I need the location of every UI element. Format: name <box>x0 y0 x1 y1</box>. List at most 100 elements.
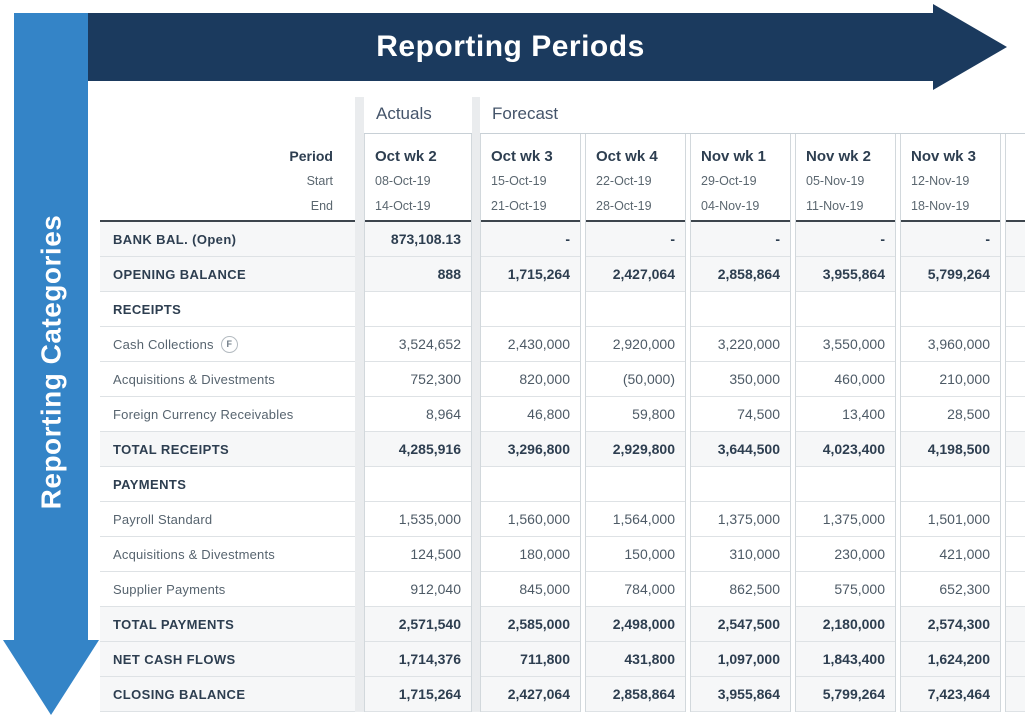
table-cell: 3,955,864 <box>691 677 790 712</box>
week-column: Nov wk 2 05-Nov-19 11-Nov-19 - 3,955,864 3,55… <box>795 134 896 712</box>
row-label: TOTAL RECEIPTS <box>113 441 230 457</box>
table-cell: 5,799,264 <box>901 257 1000 292</box>
table-cell: 2,571,540 <box>365 607 471 642</box>
reporting-periods-label: Reporting Periods <box>376 30 645 63</box>
table-cell: - <box>691 222 790 257</box>
cell-value: 2,858,864 <box>612 686 675 702</box>
cell-value: (50,000) <box>622 371 675 387</box>
table-cell: 652,300 <box>901 572 1000 607</box>
table-cell: 2,427,064 <box>586 257 685 292</box>
table-cell <box>1006 572 1025 607</box>
table-row: BANK BAL. (Open) <box>100 222 355 257</box>
table-cell <box>1006 362 1025 397</box>
cell-value: 2,571,540 <box>398 616 461 632</box>
week-start-date: 05-Nov-19 <box>806 174 865 188</box>
row-label: PAYMENTS <box>113 476 187 492</box>
table-cell <box>1006 222 1025 257</box>
cell-value: 230,000 <box>834 546 885 562</box>
cell-value: 575,000 <box>834 581 885 597</box>
week-name: Nov wk 2 <box>806 148 872 165</box>
table-cell: 3,524,652 <box>365 327 471 362</box>
week-header: Oct wk 2 08-Oct-19 14-Oct-19 <box>365 134 471 220</box>
cell-value: - <box>565 231 570 247</box>
table-row: TOTAL RECEIPTS <box>100 432 355 467</box>
week-start-date: 08-Oct-19 <box>375 174 431 188</box>
forecast-flag-badge: F <box>220 335 238 353</box>
table-cell <box>481 292 580 327</box>
cell-value: 2,929,800 <box>612 441 675 457</box>
cell-value: 1,535,000 <box>398 511 461 527</box>
cell-value: 3,960,000 <box>927 336 990 352</box>
table-row: Acquisitions & Divestments <box>100 537 355 572</box>
cell-value: - <box>775 231 780 247</box>
cell-value: 820,000 <box>519 371 570 387</box>
end-label: End <box>310 199 333 213</box>
period-corner: Period Start End <box>100 97 355 220</box>
table-cell <box>586 467 685 502</box>
cell-value: 652,300 <box>939 581 990 597</box>
table-cell <box>1006 292 1025 327</box>
cell-value: 1,375,000 <box>717 511 780 527</box>
table-cell: 3,550,000 <box>796 327 895 362</box>
row-label: Cash Collections <box>113 336 214 352</box>
cell-value: 3,296,800 <box>507 441 570 457</box>
table-cell: 3,960,000 <box>901 327 1000 362</box>
table-cell: 3,644,500 <box>691 432 790 467</box>
table-cell <box>1006 257 1025 292</box>
cell-value: 784,000 <box>624 581 675 597</box>
cell-value: 845,000 <box>519 581 570 597</box>
cell-value: 1,097,000 <box>717 651 780 667</box>
cell-value: 46,800 <box>527 406 570 422</box>
table-cell <box>1006 327 1025 362</box>
table-row: Foreign Currency Receivables <box>100 397 355 432</box>
table-cell: 784,000 <box>586 572 685 607</box>
table-cell: 1,715,264 <box>481 257 580 292</box>
table-cell: 2,498,000 <box>586 607 685 642</box>
table-cell: 59,800 <box>586 397 685 432</box>
table-cell: 873,108.13 <box>365 222 471 257</box>
table-cell: 150,000 <box>586 537 685 572</box>
table-cell: 912,040 <box>365 572 471 607</box>
cell-value: 1,843,400 <box>822 651 885 667</box>
table-cell: - <box>586 222 685 257</box>
week-start-date: 12-Nov-19 <box>911 174 970 188</box>
row-label: NET CASH FLOWS <box>113 651 236 667</box>
table-cell <box>365 467 471 502</box>
cell-value: 3,220,000 <box>717 336 780 352</box>
week-name: Oct wk 4 <box>596 148 658 165</box>
cell-value: 2,180,000 <box>822 616 885 632</box>
week-end-date: 21-Oct-19 <box>491 199 547 213</box>
week-end-date: 11-Nov-19 <box>806 199 864 213</box>
week-start-date: 29-Oct-19 <box>701 174 757 188</box>
cell-value: - <box>985 231 990 247</box>
table-cell: 1,375,000 <box>691 502 790 537</box>
table-row: TOTAL PAYMENTS <box>100 607 355 642</box>
week-name: Nov wk 3 <box>911 148 977 165</box>
table-cell: 2,920,000 <box>586 327 685 362</box>
table-cell: 845,000 <box>481 572 580 607</box>
actuals-group-header: Actuals <box>364 97 472 134</box>
table-cell: 4,198,500 <box>901 432 1000 467</box>
week-header <box>1006 134 1025 220</box>
table-row: RECEIPTS <box>100 292 355 327</box>
week-cells: - 1,715,264 2,430,000 820,000 46,800 3,296,80… <box>481 220 580 712</box>
cell-value: 1,715,264 <box>507 266 570 282</box>
week-cells: - 2,858,864 3,220,000 350,000 74,500 3,644,50… <box>691 220 790 712</box>
cell-value: 2,430,000 <box>507 336 570 352</box>
table-cell: 1,097,000 <box>691 642 790 677</box>
row-label: CLOSING BALANCE <box>113 686 246 702</box>
table-cell <box>1006 397 1025 432</box>
table-cell <box>1006 642 1025 677</box>
cell-value: 5,799,264 <box>822 686 885 702</box>
table-cell <box>1006 502 1025 537</box>
week-start-date: 22-Oct-19 <box>596 174 652 188</box>
cell-value: 1,624,200 <box>927 651 990 667</box>
table-cell: 888 <box>365 257 471 292</box>
actuals-columns: Oct wk 2 08-Oct-19 14-Oct-19 873,108.13 888 3… <box>364 134 472 712</box>
week-name: Nov wk 1 <box>701 148 767 165</box>
reporting-categories-label: Reporting Categories <box>35 214 67 509</box>
column-gutter <box>355 97 364 712</box>
cell-value: 310,000 <box>729 546 780 562</box>
reporting-categories-arrow: Reporting Categories <box>14 13 88 640</box>
table-cell <box>586 292 685 327</box>
